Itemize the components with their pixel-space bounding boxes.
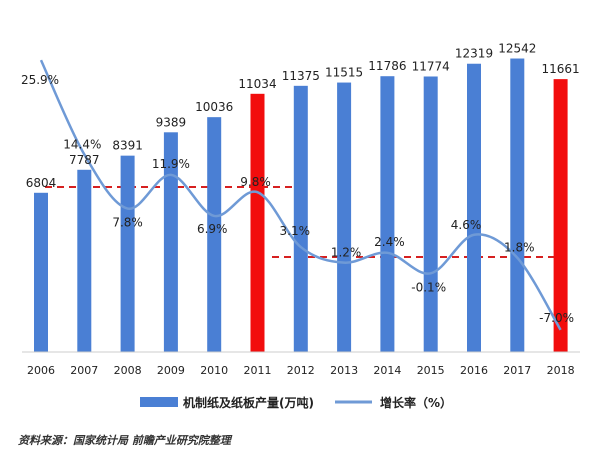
bar-2010 [207,117,222,353]
x-tick-2013: 2013 [330,364,358,377]
growth-rate-line [39,59,562,331]
x-tick-2014: 2014 [373,364,401,377]
x-tick-2008: 2008 [114,364,142,377]
x-tick-2010: 2010 [200,364,228,377]
x-tick-2011: 2011 [244,364,272,377]
bar-label-2007: 7787 [69,153,100,167]
bar-2006 [34,192,48,352]
bar-2017 [510,58,525,352]
x-tick-2016: 2016 [460,364,488,377]
rate-label-2015: -0.1% [411,280,446,294]
bar-2014 [380,76,395,352]
x-axis-ticks: 2006 2007 2008 2009 2010 2011 2012 2013 2014 2015… [27,364,575,377]
bar-label-2011: 11034 [238,77,276,91]
bar-label-2013: 11515 [325,66,363,80]
x-tick-2006: 2006 [27,364,55,377]
rate-value-labels: 25.9% 14.4% 7.8% 11.9% 6.9% 9.8% 3.1% 1.2% 2.4% -… [21,73,574,325]
x-tick-2012: 2012 [287,364,315,377]
bar-label-2008: 8391 [112,139,143,153]
x-tick-2009: 2009 [157,364,185,377]
rate-label-2010: 6.9% [197,222,228,236]
bar-label-2012: 11375 [282,69,320,83]
bar-value-labels: 6804 7787 8391 9389 10036 11034 11375 11515 1178… [26,42,580,190]
bar-label-2014: 11786 [368,59,406,73]
bar-label-2006: 6804 [26,176,57,190]
bar-2008 [120,155,135,352]
rate-label-2007: 14.4% [63,137,101,151]
x-tick-2015: 2015 [417,364,445,377]
rate-label-2006: 25.9% [21,73,59,87]
legend-bar-label: 机制纸及纸板产量(万吨) [183,395,314,410]
rate-label-2009: 11.9% [152,157,190,171]
rate-label-2012: 3.1% [280,224,311,238]
bar-label-2018: 11661 [542,62,580,76]
bar-label-2017: 12542 [498,42,536,56]
x-tick-2007: 2007 [70,364,98,377]
bar-2007 [77,169,92,352]
bar-2018 [553,79,568,352]
bar-2009 [163,132,178,352]
bar-label-2016: 12319 [455,47,493,61]
bars [34,58,568,353]
rate-label-2014: 2.4% [374,235,405,249]
bar-label-2015: 11774 [412,59,450,73]
bar-2013 [337,82,352,352]
growth-rate-line-layer [39,59,562,331]
bar-2015 [423,76,438,352]
rate-label-2008: 7.8% [112,216,143,230]
bar-2016 [467,63,481,352]
bar-label-2010: 10036 [195,100,233,114]
rate-label-2018: -7.0% [539,311,574,325]
legend: 机制纸及纸板产量(万吨) 增长率（%） [140,395,452,410]
rate-label-2013: 1.2% [331,246,362,260]
legend-bar-swatch [140,397,178,407]
rate-label-2011: 9.8% [240,175,271,189]
rate-label-2017: 1.8% [504,241,535,255]
x-tick-2017: 2017 [503,364,531,377]
legend-line-label: 增长率（%） [380,395,452,410]
bar-label-2009: 9389 [156,115,187,129]
source-note: 资料来源：国家统计局 前瞻产业研究院整理 [18,434,231,447]
x-tick-2018: 2018 [547,364,575,377]
bar-2012 [293,85,308,352]
bar-2011 [250,93,265,353]
rate-label-2016: 4.6% [451,218,482,232]
